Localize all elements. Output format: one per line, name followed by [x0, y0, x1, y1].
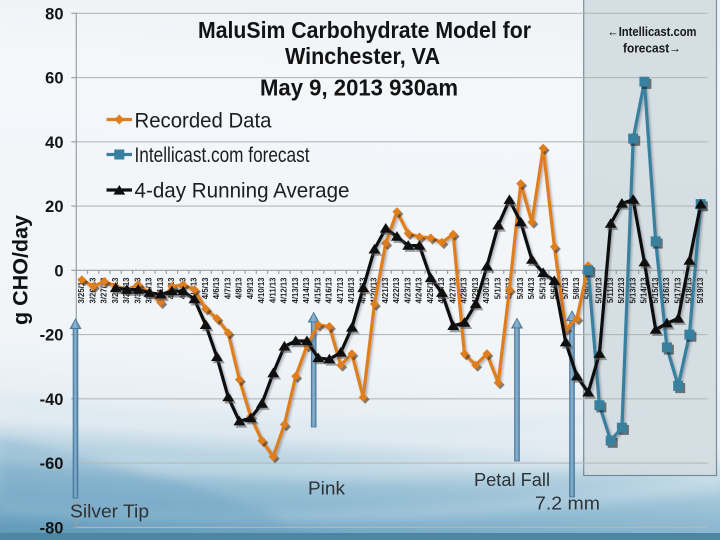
svg-text:-60: -60 — [40, 455, 64, 473]
svg-text:5/5/13: 5/5/13 — [538, 277, 547, 299]
svg-text:4/23/13: 4/23/13 — [403, 277, 412, 304]
svg-text:7.2 mm: 7.2 mm — [535, 493, 600, 514]
svg-text:Winchester, VA: Winchester, VA — [285, 43, 440, 69]
svg-text:-40: -40 — [40, 391, 64, 409]
svg-text:4/22/13: 4/22/13 — [392, 277, 401, 304]
svg-text:4/15/13: 4/15/13 — [313, 277, 322, 304]
svg-text:4/20/13: 4/20/13 — [370, 277, 379, 304]
svg-text:4/9/13: 4/9/13 — [246, 277, 255, 299]
svg-text:4/1/13: 4/1/13 — [156, 277, 165, 299]
svg-text:5/12/13: 5/12/13 — [617, 277, 626, 304]
svg-text:3/25/13: 3/25/13 — [77, 277, 86, 304]
svg-text:-80: -80 — [40, 519, 64, 537]
svg-text:4/5/13: 4/5/13 — [201, 277, 210, 299]
svg-text:4/11/13: 4/11/13 — [268, 277, 277, 303]
svg-text:5/10/13: 5/10/13 — [595, 277, 604, 304]
svg-text:5/14/13: 5/14/13 — [640, 277, 649, 304]
svg-text:Recorded Data: Recorded Data — [135, 110, 272, 133]
svg-text:forecast→: forecast→ — [623, 41, 681, 56]
svg-text:5/7/13: 5/7/13 — [561, 277, 570, 299]
svg-text:40: 40 — [45, 134, 63, 152]
svg-text:20: 20 — [45, 198, 63, 216]
svg-text:5/9/13: 5/9/13 — [583, 277, 592, 299]
svg-text:4/28/13: 4/28/13 — [460, 277, 469, 304]
svg-text:May 9, 2013 930am: May 9, 2013 930am — [260, 75, 458, 101]
svg-text:5/15/13: 5/15/13 — [651, 277, 660, 304]
svg-text:←Intellicast.com: ←Intellicast.com — [608, 24, 697, 39]
svg-text:5/8/13: 5/8/13 — [572, 277, 581, 299]
svg-text:4/24/13: 4/24/13 — [415, 277, 424, 304]
svg-text:4/6/13: 4/6/13 — [212, 277, 221, 299]
svg-text:60: 60 — [45, 70, 63, 88]
svg-text:5/3/13: 5/3/13 — [516, 277, 525, 299]
svg-text:Silver Tip: Silver Tip — [70, 501, 149, 522]
svg-text:5/1/13: 5/1/13 — [493, 277, 502, 299]
svg-text:5/18/13: 5/18/13 — [685, 277, 694, 304]
svg-text:80: 80 — [45, 5, 63, 23]
svg-text:5/4/13: 5/4/13 — [527, 277, 536, 299]
svg-text:4/18/13: 4/18/13 — [347, 277, 356, 304]
svg-text:Intellicast.com forecast: Intellicast.com forecast — [135, 144, 310, 167]
svg-text:-20: -20 — [40, 327, 64, 345]
svg-text:MaluSim Carbohydrate Model for: MaluSim Carbohydrate Model for — [198, 17, 531, 43]
svg-text:4/29/13: 4/29/13 — [471, 277, 480, 304]
svg-text:5/11/13: 5/11/13 — [606, 277, 615, 303]
svg-text:3/27/13: 3/27/13 — [100, 277, 109, 304]
svg-text:4/7/13: 4/7/13 — [223, 277, 232, 299]
svg-text:0: 0 — [54, 262, 63, 280]
svg-text:g CHO/day: g CHO/day — [9, 215, 33, 325]
svg-text:4/14/13: 4/14/13 — [302, 277, 311, 304]
svg-text:4/25/13: 4/25/13 — [426, 277, 435, 304]
svg-text:4/13/13: 4/13/13 — [291, 277, 300, 304]
svg-text:4/12/13: 4/12/13 — [280, 277, 289, 304]
svg-text:4/8/13: 4/8/13 — [235, 277, 244, 299]
svg-text:4/21/13: 4/21/13 — [381, 277, 390, 304]
svg-text:4/27/13: 4/27/13 — [448, 277, 457, 304]
svg-text:5/13/13: 5/13/13 — [628, 277, 637, 304]
svg-text:Petal Fall: Petal Fall — [474, 469, 550, 490]
svg-text:Pink: Pink — [308, 478, 346, 499]
svg-text:4/17/13: 4/17/13 — [336, 277, 345, 304]
svg-text:5/17/13: 5/17/13 — [673, 277, 682, 304]
svg-text:5/16/13: 5/16/13 — [662, 277, 671, 304]
svg-text:4/30/13: 4/30/13 — [482, 277, 491, 304]
svg-text:4-day Running Average: 4-day Running Average — [135, 180, 350, 203]
svg-text:5/19/13: 5/19/13 — [696, 277, 705, 304]
svg-text:4/16/13: 4/16/13 — [325, 277, 334, 304]
svg-text:4/10/13: 4/10/13 — [257, 277, 266, 304]
